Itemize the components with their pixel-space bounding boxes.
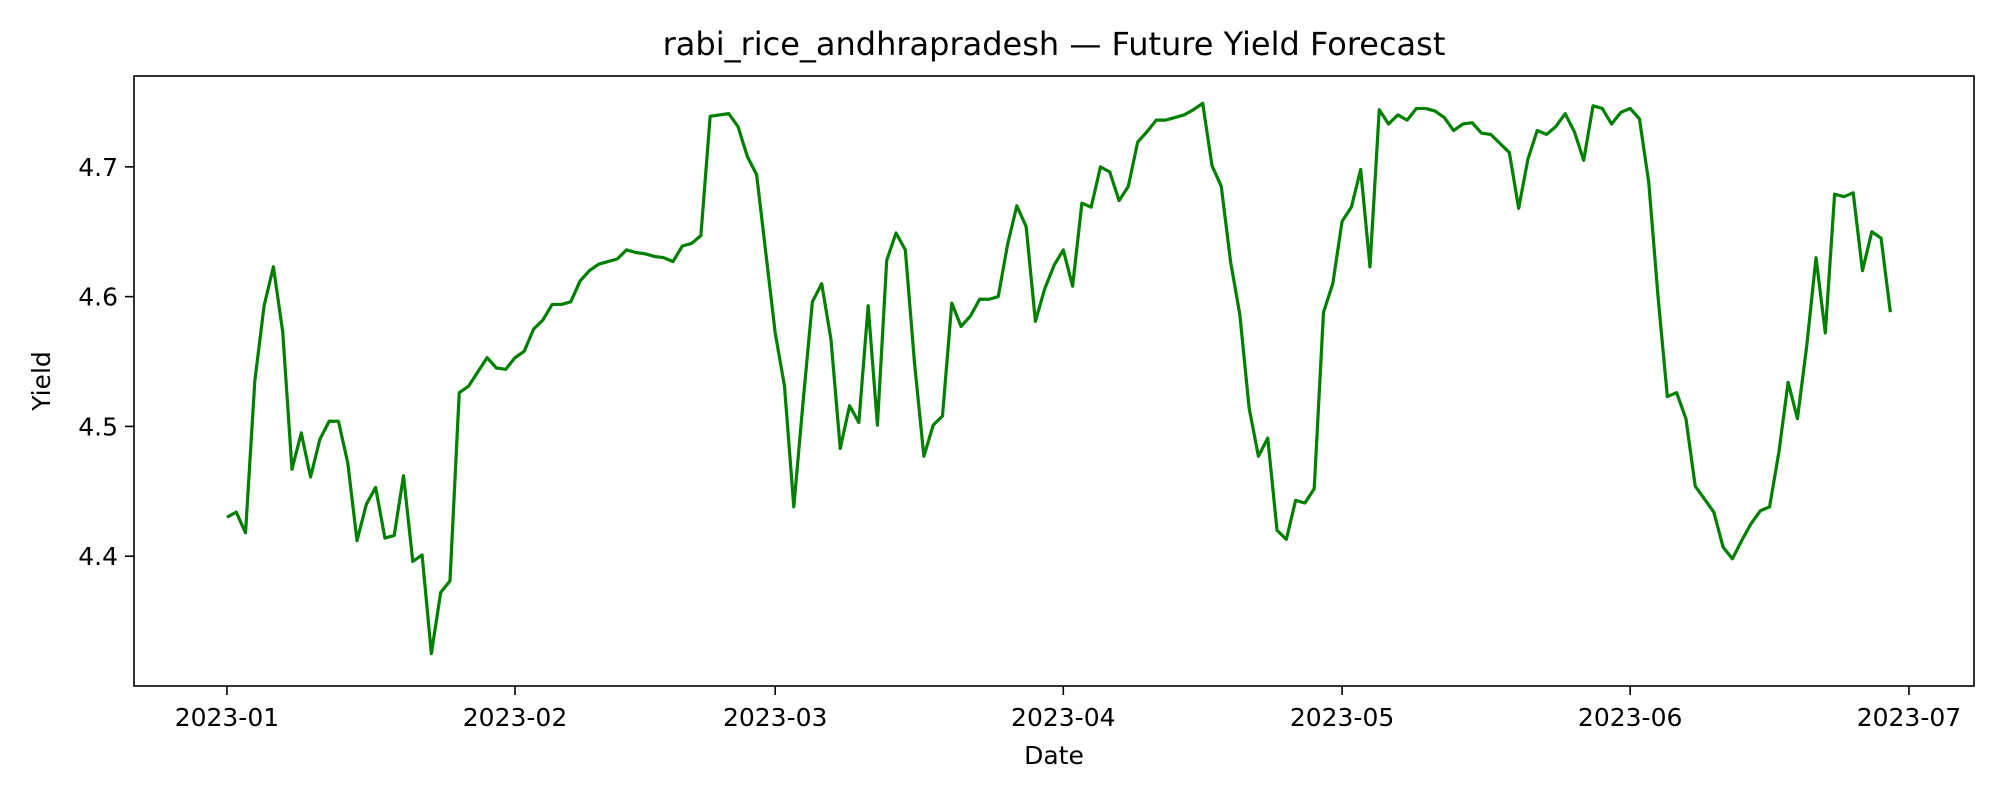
- y-tick-label: 4.7: [78, 153, 118, 182]
- x-tick-label: 2023-02: [463, 703, 567, 732]
- y-tick-label: 4.5: [78, 412, 118, 441]
- x-tick-label: 2023-06: [1578, 703, 1682, 732]
- x-tick-label: 2023-01: [175, 703, 279, 732]
- y-axis-label: Yield: [27, 351, 56, 412]
- x-tick-label: 2023-07: [1857, 703, 1961, 732]
- plot-frame: [133, 75, 1975, 687]
- y-tick-label: 4.6: [78, 283, 118, 312]
- series-line-yield: [226, 101, 1892, 656]
- x-tick-label: 2023-05: [1290, 703, 1394, 732]
- x-axis: 2023-01 2023-02 2023-03 2023-04 2023-05 2023-…: [175, 686, 1961, 732]
- chart-title: rabi_rice_andhrapradesh — Future Yield F…: [663, 25, 1446, 63]
- x-tick-label: 2023-04: [1011, 703, 1115, 732]
- x-tick-label: 2023-03: [723, 703, 827, 732]
- y-axis: 4.4 4.5 4.6 4.7: [78, 153, 134, 571]
- y-tick-label: 4.4: [78, 542, 118, 571]
- x-axis-label: Date: [1024, 741, 1084, 770]
